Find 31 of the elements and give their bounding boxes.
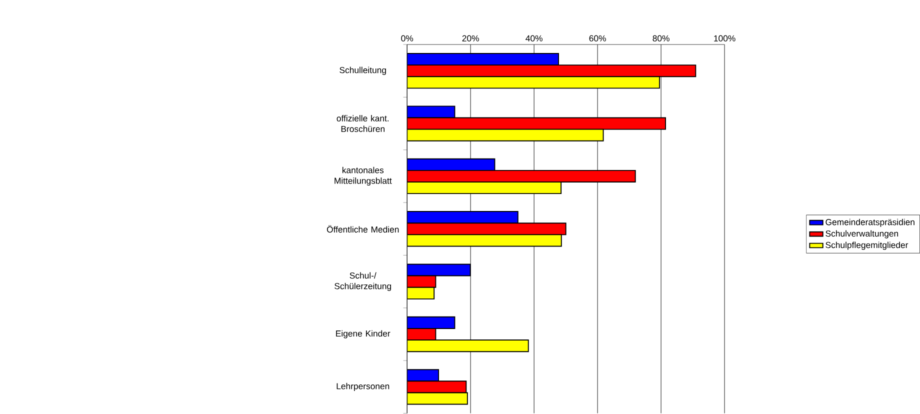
bar [407,392,468,405]
bar [407,64,696,78]
bar [407,158,496,172]
y-tick-label: Öffentliche Medien [326,225,399,233]
bar [407,76,660,89]
x-tick-label: 0% [401,35,414,42]
x-tick-label: 40% [526,35,542,42]
bar [407,234,562,247]
y-tick-label: Eigene Kinder [336,330,390,338]
y-tick-label: Lehrpersonen [336,383,390,392]
x-tick-label: 60% [589,35,606,42]
bar [407,222,566,236]
bar [407,340,529,352]
bar [407,170,636,183]
legend-label: Schulpflegemitglieder [826,242,908,250]
bar [407,182,562,194]
bar [407,129,604,142]
y-tick-label: Schul-/ Schülerzeitung [334,272,392,292]
bar [407,117,666,130]
bar [407,106,456,118]
legend-label: Schulverwaltungen [826,230,898,239]
bar [407,264,471,276]
y-tick-label: Schulleitung [340,66,386,76]
x-tick-label: 80% [652,35,670,42]
x-tick-label: 100% [714,35,736,42]
bar [407,211,518,224]
legend-label: Gemeinderatspräsidien [826,218,914,228]
y-tick-label: offizielle kant. Broschüren [336,115,389,132]
y-tick-label: kantonales Mitteilungsblatt [334,167,392,186]
bar [407,53,560,66]
x-tick-label: 20% [462,35,479,42]
